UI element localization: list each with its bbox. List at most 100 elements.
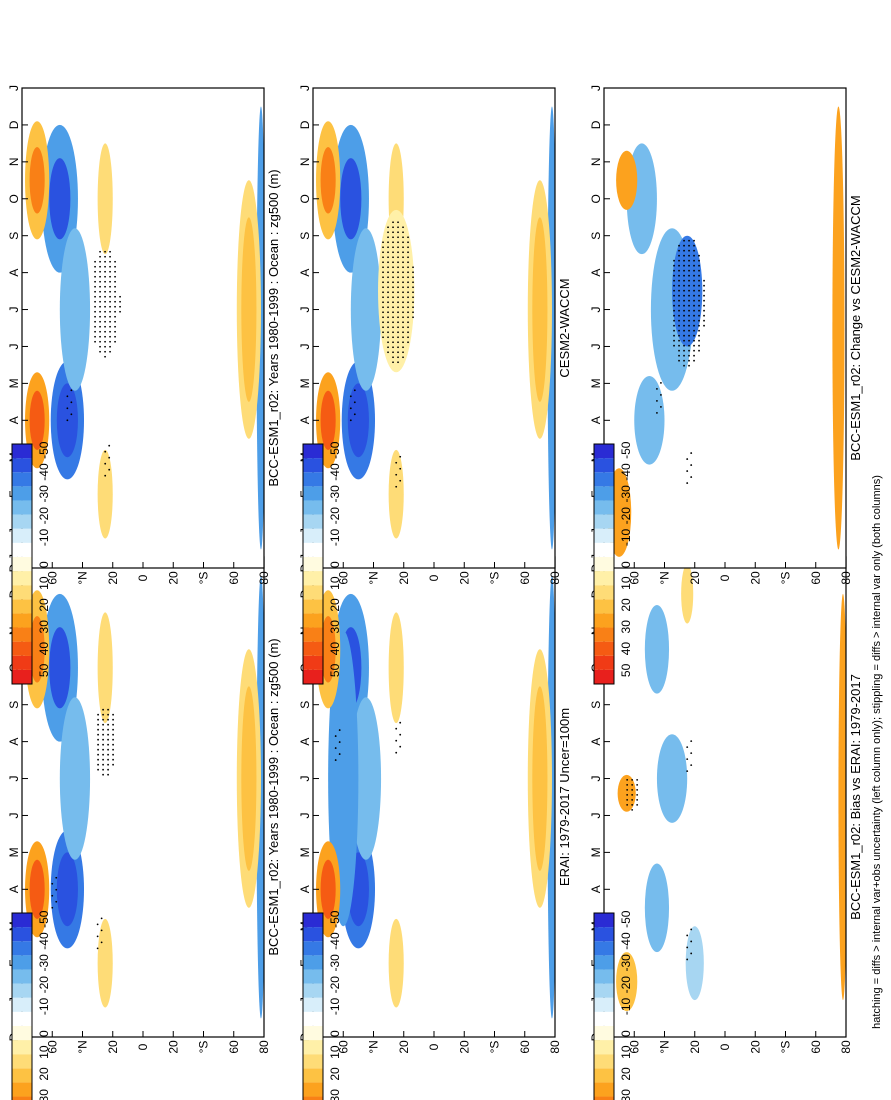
colorbar-label: 20 xyxy=(328,598,342,612)
hatch-dot xyxy=(688,324,690,327)
stipple-dot xyxy=(55,876,58,879)
hatch-dot xyxy=(97,738,99,741)
hatch-dot xyxy=(683,334,685,337)
hatch-dot xyxy=(102,733,104,736)
hatch-dot xyxy=(99,300,101,303)
field-contour xyxy=(340,158,362,240)
hatch-dot xyxy=(402,231,404,234)
hatch-dot xyxy=(673,259,675,262)
month-label: N xyxy=(7,158,21,167)
field-contour xyxy=(532,686,548,871)
hatch-dot xyxy=(397,251,399,254)
hatch-dot xyxy=(402,246,404,249)
hatch-dot xyxy=(412,296,414,299)
hatch-dot xyxy=(107,723,109,726)
colorbar-label: 40 xyxy=(37,642,51,656)
hatch-dot xyxy=(673,319,675,322)
hatch-dot xyxy=(104,280,106,283)
month-label: O xyxy=(7,194,21,203)
lat-label: °N xyxy=(658,571,672,584)
colorbar-swatch xyxy=(12,599,32,614)
lat-label: 0 xyxy=(136,574,150,581)
month-label: S xyxy=(298,701,312,709)
colorbar-swatch xyxy=(12,1068,32,1083)
hatch-dot xyxy=(698,349,700,352)
colorbar-swatch xyxy=(303,1082,323,1097)
hatch-dot xyxy=(693,314,695,317)
hatch-dot xyxy=(102,738,104,741)
stipple-dot xyxy=(108,444,111,447)
stipple-dot xyxy=(96,923,99,926)
hatch-dot xyxy=(678,324,680,327)
hatch-dot xyxy=(688,289,690,292)
colorbar-label: -50 xyxy=(619,910,633,928)
field-contour xyxy=(320,147,336,214)
hatch-dot xyxy=(678,304,680,307)
hatch-dot xyxy=(99,275,101,278)
hatch-dot xyxy=(387,311,389,314)
hatch-dot xyxy=(392,341,394,344)
stipple-dot xyxy=(656,400,658,402)
hatch-dot xyxy=(109,265,111,268)
hatch-dot xyxy=(387,341,389,344)
colorbar-frame xyxy=(302,912,324,1100)
lat-label: 20 xyxy=(457,1040,471,1054)
hatch-dot xyxy=(109,270,111,273)
hatch-dot xyxy=(678,279,680,282)
hatch-dot xyxy=(626,778,629,781)
field-contour xyxy=(388,612,404,724)
colorbar-label: -30 xyxy=(37,954,51,972)
colorbar-swatch xyxy=(303,655,323,670)
colorbar-swatch xyxy=(303,969,323,984)
hatch-dot xyxy=(693,299,695,302)
hatch-dot xyxy=(698,294,700,297)
colorbar-swatch xyxy=(303,997,323,1012)
colorbar-label: -20 xyxy=(37,507,51,525)
panel-title: BCC-ESM1_r02: Years 1980-1999 : Ocean : … xyxy=(266,169,281,486)
hatch-dot xyxy=(631,793,634,796)
colorbar-label: 20 xyxy=(37,1067,51,1081)
hatch-dot xyxy=(107,763,109,766)
stipple-dot xyxy=(686,482,689,484)
field-contour xyxy=(320,616,336,683)
hatch-dot xyxy=(678,244,680,247)
hatch-dot xyxy=(392,361,394,364)
hatch-dot xyxy=(397,356,399,359)
hatch-dot xyxy=(678,274,680,277)
colorbar-label: -40 xyxy=(37,463,51,481)
stipple-dot xyxy=(690,740,693,743)
colorbar-label: -10 xyxy=(37,998,51,1016)
hatch-dot xyxy=(402,326,404,329)
hatch-dot xyxy=(678,339,680,342)
colorbar-label: -50 xyxy=(328,441,342,459)
colorbar-label: -30 xyxy=(619,954,633,972)
hatch-dot xyxy=(698,259,700,262)
stipple-dot xyxy=(686,934,689,937)
hatch-dot xyxy=(693,249,695,252)
stipple-dot xyxy=(349,407,352,410)
hatch-dot xyxy=(382,296,384,299)
stipple-dot xyxy=(66,419,69,422)
month-label: D xyxy=(589,120,603,129)
hatch-dot xyxy=(382,281,384,284)
field-contour xyxy=(388,449,404,539)
hatch-dot xyxy=(698,339,700,342)
lat-label: 20 xyxy=(748,1040,762,1054)
hatch-dot xyxy=(387,241,389,244)
hatch-dot xyxy=(114,340,116,343)
colorbar-swatch xyxy=(594,458,614,473)
colorbar-swatch xyxy=(12,941,32,956)
hatch-dot xyxy=(688,339,690,342)
hatch-dot xyxy=(683,264,685,267)
hatch-dot xyxy=(387,316,389,319)
month-label: A xyxy=(7,738,21,746)
hatch-dot xyxy=(402,256,404,259)
month-label: J xyxy=(589,85,603,91)
hatch-dot xyxy=(97,758,99,761)
hatch-dot xyxy=(678,359,680,362)
hatch-dot xyxy=(112,713,114,716)
hatch-dot xyxy=(114,325,116,328)
hatch-dot xyxy=(104,320,106,323)
hatch-dot xyxy=(407,331,409,334)
